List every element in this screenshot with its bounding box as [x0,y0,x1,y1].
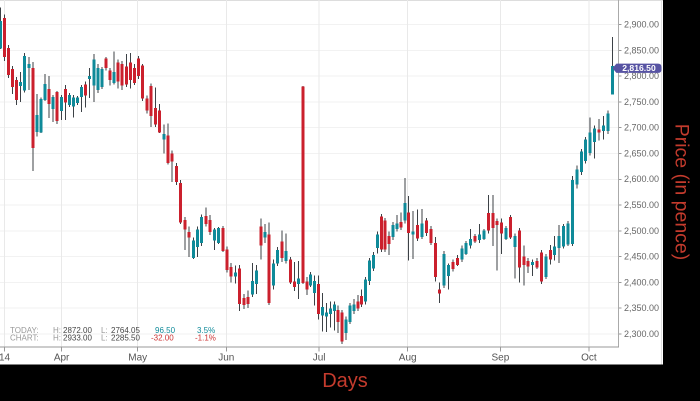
svg-text:2,650.00: 2,650.00 [624,148,659,158]
svg-text:L:: L: [101,326,108,335]
svg-text:Oct: Oct [581,353,597,364]
svg-text:14: 14 [0,353,10,364]
svg-text:2933.00: 2933.00 [63,334,92,343]
svg-text:2,550.00: 2,550.00 [624,200,659,210]
svg-text:H:: H: [53,334,61,343]
svg-text:2,400.00: 2,400.00 [624,277,659,287]
svg-text:May: May [128,353,147,364]
svg-text:Apr: Apr [54,353,70,364]
svg-text:-32.00: -32.00 [151,334,174,343]
svg-text:2,850.00: 2,850.00 [624,45,659,55]
svg-text:96.50: 96.50 [155,326,176,335]
svg-text:2,900.00: 2,900.00 [624,19,659,29]
svg-text:L:: L: [101,334,108,343]
svg-text:Sep: Sep [492,353,510,364]
svg-text:H:: H: [53,326,61,335]
svg-text:Price (in pence): Price (in pence) [671,124,693,261]
svg-text:-1.1%: -1.1% [195,334,216,343]
svg-text:2,600.00: 2,600.00 [624,174,659,184]
svg-text:2872.00: 2872.00 [63,326,92,335]
svg-text:CHART:: CHART: [10,334,39,343]
svg-text:2,816.50: 2,816.50 [622,63,656,73]
svg-text:Days: Days [322,370,368,392]
svg-text:2764.05: 2764.05 [111,326,140,335]
svg-text:Aug: Aug [399,353,417,364]
svg-text:2,350.00: 2,350.00 [624,303,659,313]
svg-text:2,700.00: 2,700.00 [624,123,659,133]
svg-text:2285.50: 2285.50 [111,334,140,343]
svg-text:Jun: Jun [218,353,234,364]
svg-text:2,450.00: 2,450.00 [624,251,659,261]
svg-text:3.5%: 3.5% [197,326,215,335]
svg-text:2,800.00: 2,800.00 [624,71,659,81]
svg-text:2,750.00: 2,750.00 [624,97,659,107]
svg-text:2,300.00: 2,300.00 [624,329,659,339]
svg-text:TODAY:: TODAY: [10,326,39,335]
svg-text:Jul: Jul [313,353,326,364]
svg-text:2,500.00: 2,500.00 [624,226,659,236]
